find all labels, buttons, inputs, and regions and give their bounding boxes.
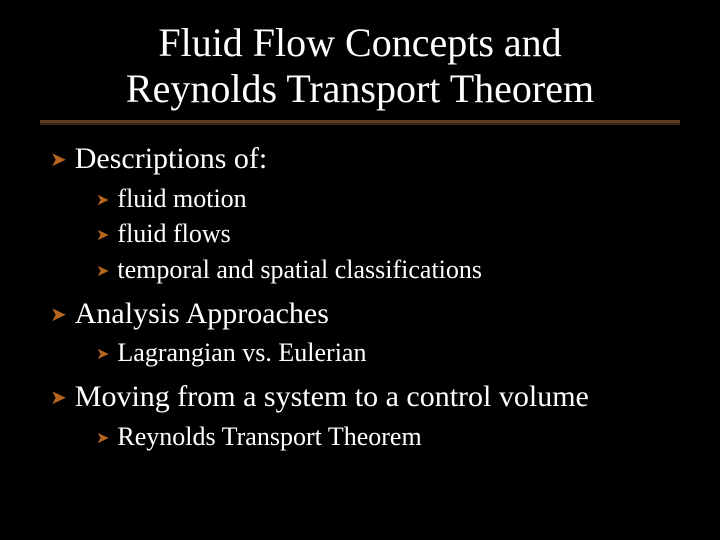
arrow-right-icon: ➤ [50, 148, 67, 173]
section-2-label: Analysis Approaches [75, 295, 329, 333]
arrow-right-icon: ➤ [50, 386, 67, 411]
section-1: ➤ Descriptions of: [50, 140, 680, 178]
arrow-right-icon: ➤ [50, 303, 67, 328]
arrow-right-icon: ➤ [96, 429, 109, 450]
section-3-item-1: ➤ Reynolds Transport Theorem [96, 420, 680, 454]
section-2-item-1: ➤ Lagrangian vs. Eulerian [96, 336, 680, 370]
title-line-1: Fluid Flow Concepts and [158, 20, 561, 65]
section-3: ➤ Moving from a system to a control volu… [50, 378, 680, 416]
arrow-right-icon: ➤ [96, 262, 109, 283]
section-1-label: Descriptions of: [75, 140, 267, 178]
title-line-2: Reynolds Transport Theorem [126, 66, 594, 111]
arrow-right-icon: ➤ [96, 345, 109, 366]
section-2: ➤ Analysis Approaches [50, 295, 680, 333]
section-2-item-1-label: Lagrangian vs. Eulerian [117, 336, 366, 370]
section-1-item-2-label: fluid flows [117, 217, 230, 251]
section-1-item-2: ➤ fluid flows [96, 217, 680, 251]
section-3-item-1-label: Reynolds Transport Theorem [117, 420, 421, 454]
slide: Fluid Flow Concepts and Reynolds Transpo… [0, 0, 720, 540]
section-1-item-1: ➤ fluid motion [96, 182, 680, 216]
section-3-label: Moving from a system to a control volume [75, 378, 589, 416]
section-1-item-3: ➤ temporal and spatial classifications [96, 253, 680, 287]
title-underline [40, 120, 680, 126]
arrow-right-icon: ➤ [96, 226, 109, 247]
arrow-right-icon: ➤ [96, 191, 109, 212]
slide-title: Fluid Flow Concepts and Reynolds Transpo… [40, 20, 680, 112]
section-1-item-1-label: fluid motion [117, 182, 246, 216]
section-1-item-3-label: temporal and spatial classifications [117, 253, 482, 287]
